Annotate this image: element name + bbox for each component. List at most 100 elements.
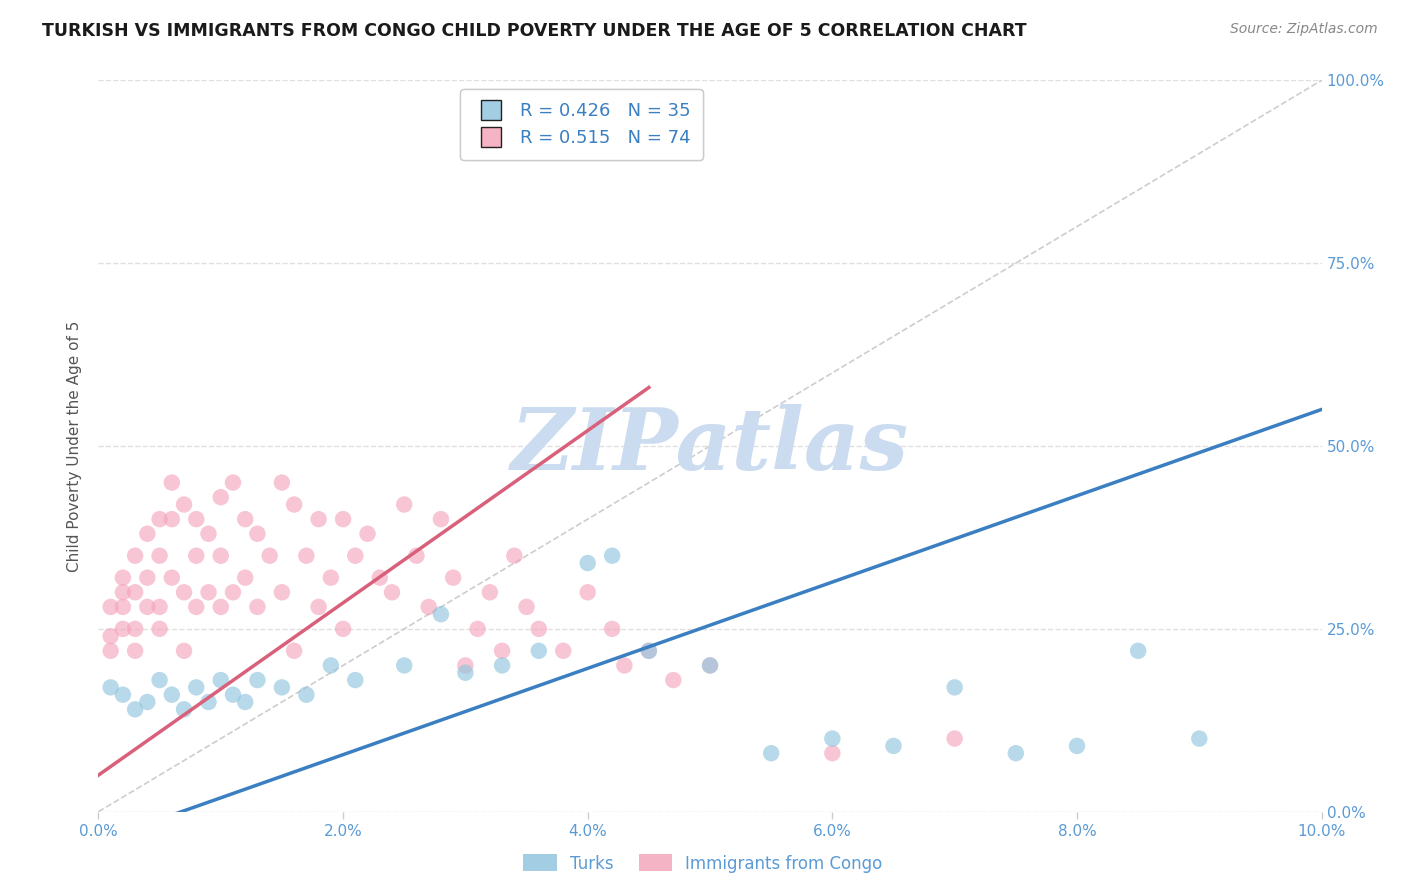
Point [478,585,501,599]
Point [173,702,195,716]
Point [186,512,208,526]
Point [160,571,183,585]
Point [344,673,367,687]
Point [149,599,172,614]
Point [186,599,208,614]
Point [233,512,256,526]
Point [527,622,550,636]
Point [124,549,146,563]
Point [600,549,623,563]
Point [111,599,134,614]
Point [1066,739,1088,753]
Point [441,571,464,585]
Point [197,695,219,709]
Point [111,571,134,585]
Point [209,673,232,687]
Point [222,688,245,702]
Point [186,549,208,563]
Point [344,549,367,563]
Point [759,746,782,760]
Point [883,739,905,753]
Text: ZIPatlas: ZIPatlas [510,404,910,488]
Point [222,475,245,490]
Point [319,571,342,585]
Point [259,549,281,563]
Point [209,549,232,563]
Point [197,526,219,541]
Point [246,526,269,541]
Point [100,599,122,614]
Point [368,571,391,585]
Point [527,644,550,658]
Point [124,585,146,599]
Point [1188,731,1211,746]
Point [283,498,305,512]
Point [430,607,453,622]
Point [308,599,330,614]
Point [270,475,292,490]
Point [124,644,146,658]
Point [491,658,513,673]
Point [270,681,292,695]
Point [1004,746,1026,760]
Point [576,585,599,599]
Point [662,673,685,687]
Point [553,644,575,658]
Point [1128,644,1150,658]
Point [516,599,538,614]
Point [160,688,183,702]
Point [699,658,721,673]
Point [160,512,183,526]
Point [503,549,526,563]
Point [111,622,134,636]
Point [100,644,122,658]
Point [136,599,159,614]
Point [173,644,195,658]
Point [111,585,134,599]
Point [454,665,477,680]
Point [124,622,146,636]
Point [576,556,599,570]
Point [405,549,427,563]
Point [270,585,292,599]
Point [173,585,195,599]
Point [637,644,661,658]
Point [821,731,844,746]
Point [295,688,318,702]
Point [246,599,269,614]
Point [392,498,416,512]
Point [943,681,966,695]
Point [209,490,232,504]
Point [821,746,844,760]
Point [124,702,146,716]
Point [149,549,172,563]
Point [111,688,134,702]
Point [600,622,623,636]
Point [197,585,219,599]
Point [491,644,513,658]
Point [943,731,966,746]
Point [356,526,378,541]
Point [149,512,172,526]
Point [136,695,159,709]
Point [467,622,489,636]
Point [100,629,122,643]
Point [283,644,305,658]
Point [319,658,342,673]
Point [637,644,661,658]
Point [222,585,245,599]
Point [136,571,159,585]
Point [418,599,440,614]
Point [295,549,318,563]
Text: TURKISH VS IMMIGRANTS FROM CONGO CHILD POVERTY UNDER THE AGE OF 5 CORRELATION CH: TURKISH VS IMMIGRANTS FROM CONGO CHILD P… [42,22,1026,40]
Point [332,622,354,636]
Legend: R = 0.426   N = 35, R = 0.515   N = 74: R = 0.426 N = 35, R = 0.515 N = 74 [460,89,703,160]
Point [209,599,232,614]
Point [136,526,159,541]
Point [430,512,453,526]
Point [332,512,354,526]
Point [149,622,172,636]
Text: Source: ZipAtlas.com: Source: ZipAtlas.com [1230,22,1378,37]
Point [233,695,256,709]
Point [699,658,721,673]
